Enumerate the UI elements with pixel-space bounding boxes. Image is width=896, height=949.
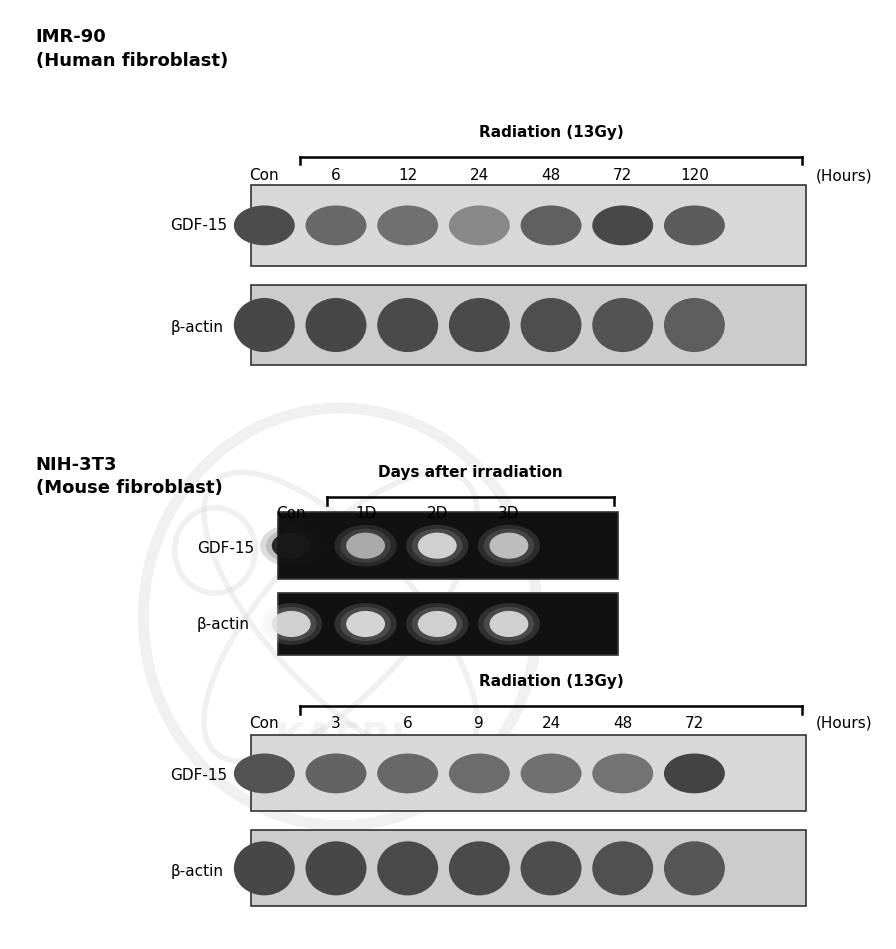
Ellipse shape	[489, 611, 529, 637]
Text: Days after irradiation: Days after irradiation	[378, 465, 563, 480]
Ellipse shape	[334, 604, 397, 645]
Ellipse shape	[260, 525, 323, 567]
Ellipse shape	[412, 607, 462, 641]
Text: KAERI: KAERI	[275, 721, 406, 759]
Ellipse shape	[260, 604, 323, 645]
Ellipse shape	[521, 754, 582, 793]
Ellipse shape	[340, 529, 391, 563]
Ellipse shape	[406, 525, 469, 567]
Ellipse shape	[340, 607, 391, 641]
Ellipse shape	[664, 842, 725, 896]
Ellipse shape	[346, 532, 385, 559]
Ellipse shape	[521, 206, 582, 246]
Ellipse shape	[266, 529, 316, 563]
Text: 6: 6	[332, 168, 340, 183]
Ellipse shape	[234, 206, 295, 246]
Text: 3D: 3D	[498, 506, 520, 521]
Text: 3: 3	[332, 716, 340, 731]
Text: GDF-15: GDF-15	[170, 218, 228, 233]
Ellipse shape	[449, 842, 510, 896]
Text: β-actin: β-actin	[170, 864, 223, 879]
Ellipse shape	[266, 607, 316, 641]
Text: β-actin: β-actin	[197, 617, 250, 632]
Ellipse shape	[418, 532, 457, 559]
Text: Con: Con	[276, 506, 306, 521]
Text: 48: 48	[613, 716, 633, 731]
Text: 24: 24	[541, 716, 561, 731]
Ellipse shape	[449, 754, 510, 793]
Text: Radiation (13Gy): Radiation (13Gy)	[478, 674, 624, 689]
Text: 24: 24	[470, 168, 489, 183]
Ellipse shape	[377, 754, 438, 793]
Text: Con: Con	[249, 168, 280, 183]
Ellipse shape	[664, 298, 725, 352]
Text: 72: 72	[685, 716, 704, 731]
Ellipse shape	[592, 206, 653, 246]
Text: 9: 9	[475, 716, 484, 731]
Ellipse shape	[271, 532, 311, 559]
FancyBboxPatch shape	[251, 185, 806, 266]
Ellipse shape	[592, 842, 653, 896]
Ellipse shape	[489, 532, 529, 559]
Text: (Mouse fibroblast): (Mouse fibroblast)	[36, 479, 222, 497]
Text: GDF-15: GDF-15	[170, 768, 228, 783]
Ellipse shape	[449, 206, 510, 246]
Ellipse shape	[306, 754, 366, 793]
Text: β-actin: β-actin	[170, 320, 223, 335]
Ellipse shape	[521, 298, 582, 352]
Ellipse shape	[406, 604, 469, 645]
Text: 48: 48	[541, 168, 561, 183]
Ellipse shape	[271, 611, 311, 637]
Ellipse shape	[377, 298, 438, 352]
Text: GDF-15: GDF-15	[197, 541, 254, 556]
Text: 72: 72	[613, 168, 633, 183]
Text: (Human fibroblast): (Human fibroblast)	[36, 52, 228, 70]
Ellipse shape	[234, 298, 295, 352]
Text: NIH-3T3: NIH-3T3	[36, 456, 117, 474]
Ellipse shape	[484, 529, 534, 563]
Ellipse shape	[664, 206, 725, 246]
FancyBboxPatch shape	[278, 593, 618, 655]
Text: Con: Con	[249, 716, 280, 731]
Ellipse shape	[521, 842, 582, 896]
Ellipse shape	[306, 206, 366, 246]
Text: (Hours): (Hours)	[815, 716, 872, 731]
Text: IMR-90: IMR-90	[36, 28, 107, 47]
FancyBboxPatch shape	[251, 735, 806, 811]
Ellipse shape	[592, 754, 653, 793]
Ellipse shape	[306, 842, 366, 896]
Ellipse shape	[306, 298, 366, 352]
Text: 6: 6	[403, 716, 412, 731]
Ellipse shape	[478, 525, 540, 567]
Ellipse shape	[234, 842, 295, 896]
Ellipse shape	[377, 842, 438, 896]
Text: 1D: 1D	[355, 506, 376, 521]
Ellipse shape	[592, 298, 653, 352]
Ellipse shape	[664, 754, 725, 793]
FancyBboxPatch shape	[251, 830, 806, 906]
FancyBboxPatch shape	[251, 285, 806, 365]
Ellipse shape	[346, 611, 385, 637]
Text: 2D: 2D	[426, 506, 448, 521]
Ellipse shape	[484, 607, 534, 641]
Text: 12: 12	[398, 168, 418, 183]
Ellipse shape	[478, 604, 540, 645]
Text: (Hours): (Hours)	[815, 168, 872, 183]
Ellipse shape	[234, 754, 295, 793]
Ellipse shape	[412, 529, 462, 563]
Ellipse shape	[377, 206, 438, 246]
FancyBboxPatch shape	[278, 512, 618, 579]
Text: Radiation (13Gy): Radiation (13Gy)	[478, 124, 624, 140]
Text: 120: 120	[680, 168, 709, 183]
Ellipse shape	[334, 525, 397, 567]
Ellipse shape	[418, 611, 457, 637]
Ellipse shape	[449, 298, 510, 352]
